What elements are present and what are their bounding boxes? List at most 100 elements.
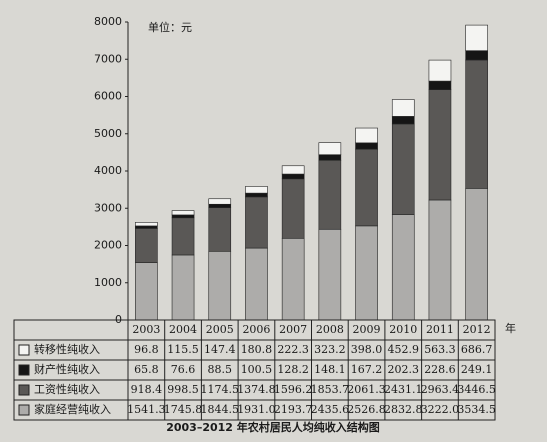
bar-segment (318, 228, 342, 321)
y-tick-label: 6000 (94, 90, 122, 103)
table-value: 2832.8 (384, 403, 423, 416)
data-table: 2003 2004 2005 2006 2007 2008 2009 2010 2011 2012… (13, 319, 496, 421)
bar-segment (428, 59, 452, 82)
table-value: 1596.2 (274, 383, 313, 396)
bar-segment (391, 123, 415, 215)
bar-segment (208, 207, 232, 252)
bar-segment (135, 262, 158, 321)
bar-segment (245, 192, 268, 198)
x-tick-label: 2012 (463, 323, 491, 336)
table-value: 202.3 (388, 363, 420, 376)
table-value: 918.4 (131, 383, 163, 396)
x-tick-label: 2010 (389, 323, 417, 336)
table-value: 1853.7 (311, 383, 350, 396)
x-tick-label: 2009 (353, 323, 381, 336)
table-value: 88.5 (208, 363, 233, 376)
bar-segment (465, 24, 488, 51)
x-axis-label: 年 (505, 321, 516, 335)
bar-segment (281, 178, 305, 239)
y-axis-label: 单位：元 (148, 20, 192, 34)
table-value: 2193.7 (274, 403, 313, 416)
table-value: 1745.8 (164, 403, 203, 416)
table-value: 65.8 (134, 363, 159, 376)
table-value: 128.2 (277, 363, 309, 376)
bar-segment (465, 59, 488, 189)
table-value: 686.7 (461, 343, 493, 356)
bar-segment (465, 50, 488, 61)
y-tick-label: 3000 (94, 201, 122, 214)
table-value: 1174.5 (201, 383, 240, 396)
bar-segment (208, 250, 232, 321)
legend-swatch (18, 344, 30, 356)
bar-segment (318, 154, 342, 161)
bar-segment (355, 142, 378, 150)
bar-segment (171, 254, 195, 321)
legend-swatch (18, 364, 30, 376)
y-tick-label: 8000 (94, 15, 122, 28)
bar-segment (465, 188, 488, 321)
bar-segment (391, 99, 415, 117)
y-tick-label: 7000 (94, 52, 122, 65)
bar-segment (355, 225, 378, 321)
chart-title: 2003–2012 年农村居民人均纯收入结构图 (166, 420, 380, 434)
table-value: 1374.8 (237, 383, 276, 396)
x-tick-label: 2005 (206, 323, 234, 336)
bar-segment (135, 222, 158, 227)
table-value: 452.9 (388, 343, 420, 356)
legend-label: 转移性纯收入 (34, 342, 100, 356)
bar-segment (171, 214, 195, 219)
table-value: 147.4 (204, 343, 236, 356)
table-value: 3534.5 (457, 403, 496, 416)
bar-segment (318, 142, 342, 156)
bar-segment (245, 186, 268, 194)
table-value: 222.3 (277, 343, 309, 356)
table-value: 2061.3 (347, 383, 386, 396)
bar-segment (135, 228, 158, 263)
table-value: 180.8 (241, 343, 273, 356)
bar-segment (428, 89, 452, 201)
x-tick-label: 2004 (169, 323, 197, 336)
bar-segment (281, 173, 305, 180)
bar-segment (135, 225, 158, 229)
bar-segment (171, 217, 195, 256)
x-tick-label: 2008 (316, 323, 344, 336)
bar-segment (391, 116, 415, 125)
y-tick-label: 4000 (94, 164, 122, 177)
table-value: 1844.5 (201, 403, 240, 416)
table-value: 100.5 (241, 363, 273, 376)
legend-swatch (18, 404, 30, 416)
y-tick-label: 1000 (94, 276, 122, 289)
x-tick-label: 2011 (426, 323, 454, 336)
table-value: 398.0 (351, 343, 383, 356)
bar-segment (171, 210, 195, 216)
table-value: 3446.5 (457, 383, 496, 396)
bar-segment (318, 159, 342, 230)
legend-label: 工资性纯收入 (34, 382, 100, 396)
legend-swatch (18, 384, 30, 396)
legend-label: 家庭经营纯收入 (34, 402, 111, 416)
bar-segment (428, 199, 452, 321)
bar-segment (355, 127, 378, 144)
x-tick-label: 2003 (132, 323, 160, 336)
bar-segment (281, 237, 305, 321)
table-value: 2431.1 (384, 383, 423, 396)
table-value: 1931.0 (237, 403, 276, 416)
table-value: 148.1 (314, 363, 346, 376)
legend-label: 财产性纯收入 (34, 362, 100, 376)
table-value: 563.3 (424, 343, 456, 356)
table-value: 115.5 (167, 343, 199, 356)
bar-segment (208, 203, 232, 208)
table-value: 167.2 (351, 363, 383, 376)
bar-segment (245, 247, 268, 321)
table-value: 2963.4 (421, 383, 460, 396)
bar-segment (245, 196, 268, 249)
table-value: 998.5 (167, 383, 199, 396)
bar-segment (208, 198, 232, 205)
table-value: 76.6 (171, 363, 196, 376)
table-value: 249.1 (461, 363, 493, 376)
table-value: 228.6 (424, 363, 456, 376)
x-tick-label: 2007 (279, 323, 307, 336)
